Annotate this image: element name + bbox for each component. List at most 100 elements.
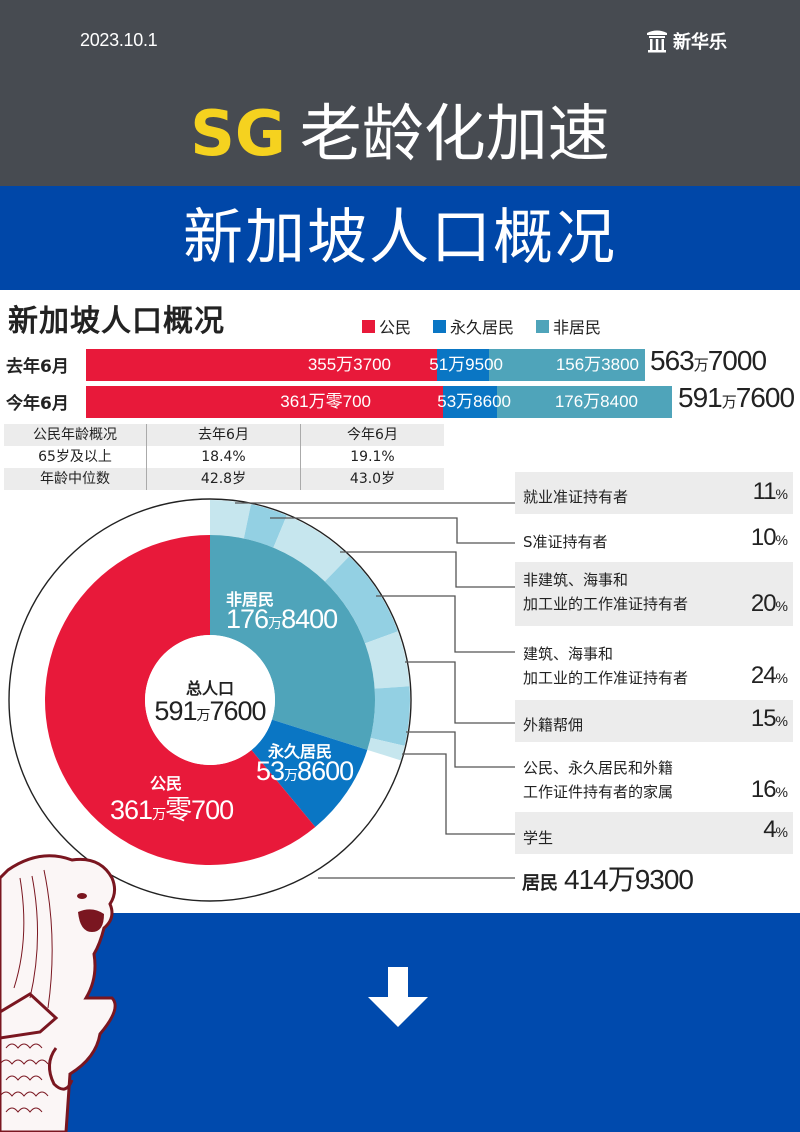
pillar-icon (646, 29, 668, 53)
outer-circle (8, 498, 412, 902)
table-cell: 65岁及以上 (38, 449, 112, 465)
pct-unit: % (775, 532, 788, 548)
category-name: 外籍帮佣 (523, 716, 584, 734)
table-cell: 18.4% (146, 446, 300, 468)
pct-unit: % (775, 713, 788, 729)
stacked-bar: 361万零700 53万8600 176万8400 (86, 386, 672, 418)
table-header: 公民年龄概况 (33, 427, 117, 443)
date-label: 2023.10.1 (80, 30, 158, 50)
nonresident-subarcs (210, 500, 410, 761)
subarc-5 (370, 686, 410, 746)
category-construction-wp: 建筑、海事和 加工业的工作准证持有者 24% (515, 640, 793, 696)
table-row: 65岁及以上 18.4% 19.1% (4, 446, 444, 468)
pct-unit: % (775, 598, 788, 614)
table-cell: 年龄中位数 (40, 471, 110, 487)
category-students: 学生 4% (515, 812, 793, 854)
category-domestic-helper: 外籍帮佣 15% (515, 700, 793, 742)
subarc-4 (364, 631, 410, 689)
donut-slice-citizen (44, 535, 316, 866)
category-name: 公民、永久居民和外籍 (523, 759, 674, 777)
category-s-pass: S准证持有者 10% (515, 516, 793, 560)
legend-swatch (536, 319, 550, 333)
headline-text: 老龄化加速 (299, 97, 610, 170)
legend-item-pr: 永久居民 (433, 314, 514, 338)
stacked-bar: 355万3700 51万9500 156万3800 (86, 349, 645, 381)
table-header-row: 公民年龄概况 去年6月 今年6月 (4, 424, 444, 446)
subarc-6 (367, 737, 405, 761)
legend-swatch (433, 319, 447, 333)
chart-legend: 公民 永久居民 非居民 (362, 314, 601, 338)
legend-item-nonres: 非居民 (536, 314, 601, 338)
bar-segment-nonres: 176万8400 (497, 386, 672, 418)
category-pct: 24% (750, 662, 788, 690)
table-header: 去年6月 (146, 424, 300, 446)
bar-segment-pr: 53万8600 (437, 386, 511, 418)
pct-value: 10 (750, 524, 777, 551)
bar-segment-pr-label: 53万8600 (437, 392, 511, 411)
bar-segment-nonres: 156万3800 (489, 349, 645, 381)
category-name: 加工业的工作准证持有者 (523, 595, 689, 613)
subarc-1 (243, 504, 287, 548)
main-donut (44, 535, 375, 866)
category-pct: 20% (750, 590, 788, 618)
total-unit: 万 (693, 357, 709, 374)
category-pct: 10% (750, 524, 788, 552)
donut-chart (8, 498, 515, 902)
band-title: 新加坡人口概况 (183, 203, 617, 273)
brand-logo[interactable]: 新华乐 (646, 28, 727, 54)
total-main: 591 (678, 382, 723, 413)
donut-slice-pr (251, 719, 368, 828)
pct-value: 24 (750, 662, 777, 689)
category-name: S准证持有者 (523, 533, 608, 551)
category-pct: 4% (763, 816, 788, 844)
category-pct: 15% (750, 705, 788, 733)
table-row: 年龄中位数 42.8岁 43.0岁 (4, 468, 444, 490)
category-name: 非建筑、海事和 (523, 571, 629, 589)
down-arrow-icon[interactable] (368, 967, 428, 1027)
pct-unit: % (775, 486, 788, 502)
subarc-3 (324, 556, 398, 644)
bar-segment-pr: 51万9500 (429, 349, 503, 381)
bar-segment-pr-label: 51万9500 (429, 355, 503, 374)
table-cell: 42.8岁 (146, 468, 300, 490)
subarc-2 (273, 515, 350, 582)
pct-unit: % (775, 784, 788, 800)
category-dependants: 公民、永久居民和外籍 工作证件持有者的家属 16% (515, 754, 793, 810)
headline: SG 老龄化加速 (0, 98, 800, 170)
legend-label: 非居民 (553, 318, 602, 337)
bar-segment-citizen: 355万3700 (86, 349, 437, 381)
table-cell: 19.1% (300, 446, 444, 468)
legend-label: 公民 (379, 318, 412, 337)
category-name: 学生 (523, 829, 554, 847)
pct-value: 20 (750, 590, 777, 617)
residents-total: 居民 414万9300 (522, 858, 694, 898)
total-tail: 7600 (735, 382, 795, 413)
total-unit: 万 (721, 394, 737, 411)
bar-segment-citizen: 361万零700 (86, 386, 443, 418)
legend-item-citizen: 公民 (362, 314, 411, 338)
residents-label: 居民 (522, 873, 558, 894)
pct-value: 16 (750, 776, 777, 803)
chart-title: 新加坡人口概况 (8, 304, 225, 339)
header: 2023.10.1 新华乐 SG 老龄化加速 (0, 0, 800, 186)
leader-lines (235, 502, 515, 879)
bar-label: 今年6月 (6, 394, 69, 414)
category-name: 加工业的工作准证持有者 (523, 669, 689, 687)
residents-value: 414万9300 (564, 864, 694, 895)
pct-value: 11 (752, 478, 777, 505)
category-pct: 16% (750, 776, 788, 804)
pct-unit: % (775, 824, 788, 840)
legend-swatch (362, 319, 375, 333)
merlion-illustration (0, 854, 117, 1132)
brand-name: 新华乐 (673, 32, 727, 53)
category-name: 建筑、海事和 (523, 645, 614, 663)
pct-value: 4 (763, 816, 776, 843)
category-employment-pass: 就业准证持有者 11% (515, 472, 793, 514)
subarc-0 (210, 500, 252, 539)
legend-label: 永久居民 (450, 318, 515, 337)
donut-hole (145, 635, 275, 765)
category-pct: 11% (752, 478, 788, 506)
total-main: 563 (650, 345, 695, 376)
pct-value: 15 (750, 705, 777, 732)
category-name: 就业准证持有者 (523, 488, 629, 506)
